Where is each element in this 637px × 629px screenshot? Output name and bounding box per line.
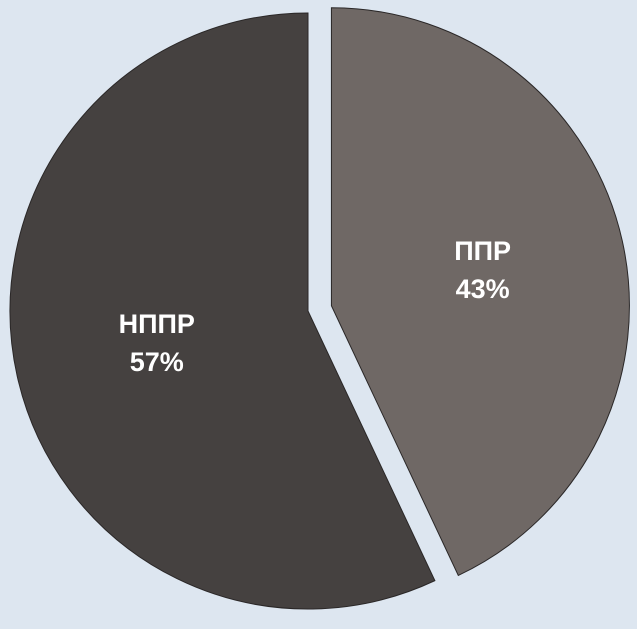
slice-label: НППР (119, 309, 195, 339)
pie-slice (330, 7, 630, 577)
pie-slice (9, 12, 436, 610)
value-label: 43% (456, 274, 510, 304)
slice-label: ППР (454, 236, 511, 266)
value-label: 57% (130, 347, 184, 377)
